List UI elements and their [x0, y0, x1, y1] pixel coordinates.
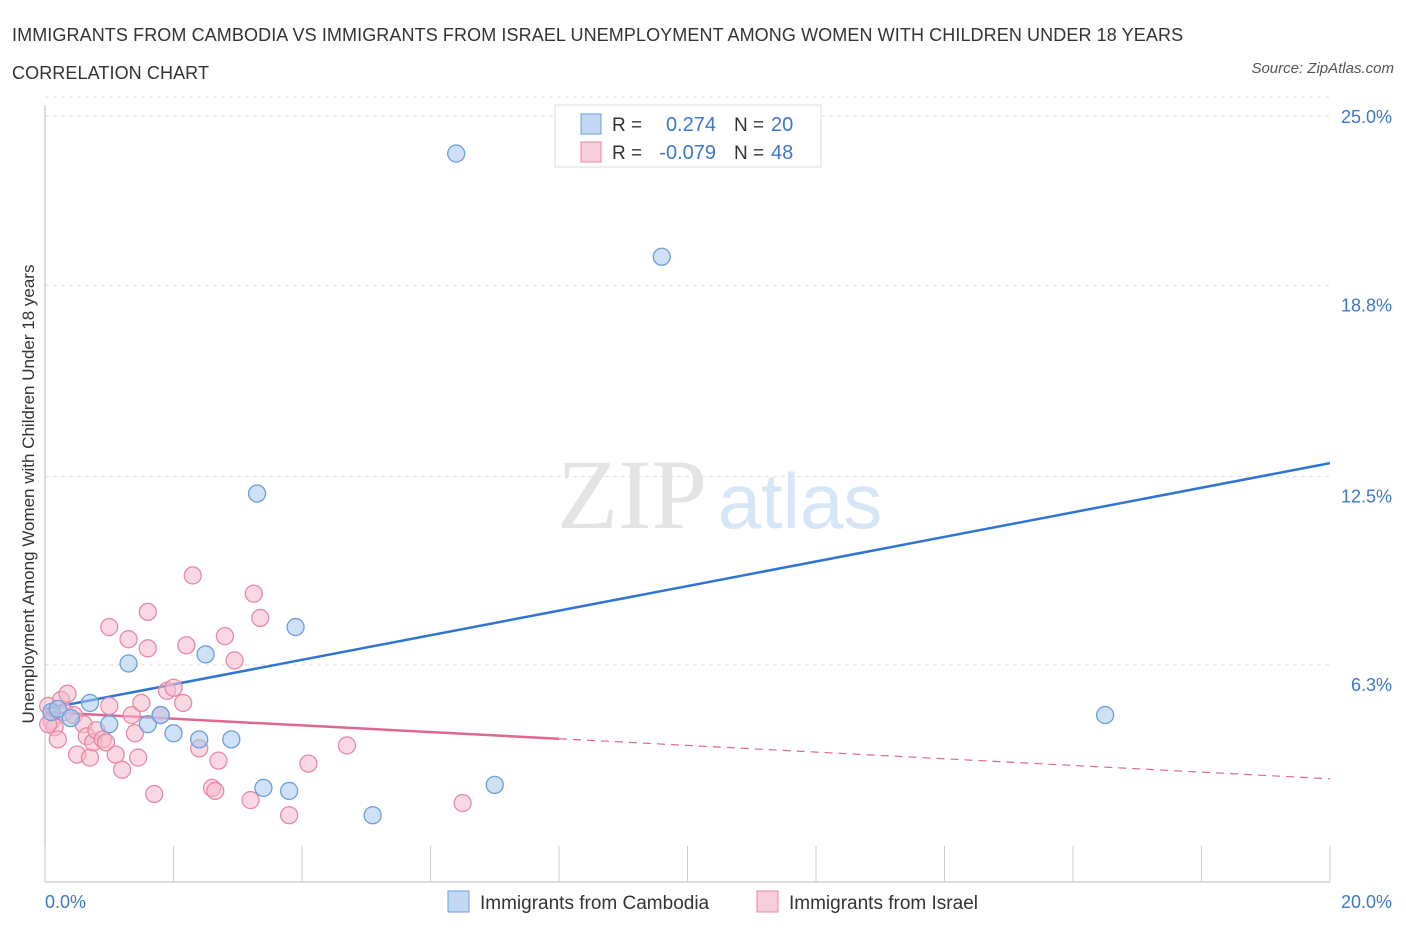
data-point: [247, 484, 267, 503]
data-point: [80, 748, 100, 767]
data-point: [145, 784, 164, 804]
data-point: [215, 627, 235, 646]
bottom-legend: Immigrants from Cambodia Immigrants from …: [447, 890, 978, 914]
stats-n-label: N =: [734, 143, 764, 164]
stats-n-value: 48: [771, 142, 793, 164]
data-point: [251, 608, 270, 628]
tick-labels: 25.0% 18.8% 12.5% 6.3% 0.0% 20.0%: [45, 107, 1392, 912]
data-point: [222, 730, 241, 749]
y-tick-label: 25.0%: [1341, 107, 1392, 127]
data-point: [177, 636, 196, 655]
stats-legend: R = 0.274 N = 20 R = -0.079 N = 48: [554, 104, 822, 168]
stats-n-value: 20: [771, 114, 793, 136]
data-point: [138, 639, 157, 658]
data-point: [122, 705, 141, 725]
legend-label: Immigrants from Israel: [789, 893, 978, 914]
data-point: [100, 617, 119, 637]
data-point: [164, 678, 183, 697]
y-tick-label: 12.5%: [1341, 487, 1392, 507]
data-point: [164, 724, 183, 743]
legend-label: Immigrants from Cambodia: [480, 893, 710, 914]
legend-swatch: [756, 890, 779, 913]
data-point: [453, 793, 472, 813]
data-point: [363, 806, 382, 825]
data-point: [244, 584, 263, 603]
data-point: [337, 736, 357, 755]
data-point: [100, 715, 119, 734]
data-point: [138, 715, 157, 734]
data-point: [279, 781, 299, 801]
data-point: [129, 748, 148, 767]
data-point: [132, 693, 151, 713]
data-point: [119, 630, 138, 649]
trend-line-0: [44, 461, 1331, 711]
stats-n-label: N =: [734, 115, 764, 136]
axes: [44, 105, 1331, 883]
data-point: [241, 790, 260, 810]
legend-swatch: [447, 890, 470, 913]
data-point: [106, 745, 125, 764]
watermark-atlas: atlas: [718, 457, 883, 545]
trend-line-dashed-1: [558, 738, 1331, 780]
data-point: [125, 724, 145, 743]
watermark: ZIP atlas: [557, 439, 882, 550]
data-point: [61, 708, 80, 728]
trend-line-1: [44, 710, 560, 740]
data-point: [48, 730, 67, 749]
data-point: [58, 684, 77, 703]
data-point: [225, 651, 244, 670]
data-point: [173, 693, 193, 713]
data-point: [206, 781, 225, 801]
gridlines: [45, 96, 1330, 666]
stats-swatch: [580, 141, 602, 163]
data-point: [138, 602, 157, 622]
watermark-zip: ZIP: [557, 439, 707, 550]
data-point: [279, 806, 299, 825]
data-point: [209, 751, 228, 770]
data-point: [286, 617, 305, 637]
stats-r-label: R =: [612, 115, 642, 136]
data-point: [183, 566, 202, 585]
chart-title: IMMIGRANTS FROM CAMBODIA VS IMMIGRANTS F…: [12, 25, 1184, 83]
stats-r-value: -0.079: [659, 142, 716, 164]
y-axis-label: Unemployment Among Women with Children U…: [19, 265, 38, 724]
y-tick-label: 6.3%: [1351, 675, 1392, 695]
data-points: [39, 144, 1115, 825]
data-point: [299, 754, 318, 773]
data-point: [100, 696, 119, 716]
data-point: [190, 730, 209, 749]
x-tick-label: 0.0%: [45, 892, 86, 912]
data-point: [96, 733, 116, 752]
source-label: Source: ZipAtlas.com: [1251, 60, 1394, 77]
data-point: [151, 705, 170, 725]
data-point: [112, 760, 132, 779]
data-point: [254, 778, 273, 798]
stats-swatch: [580, 113, 602, 135]
x-tick-label: 20.0%: [1341, 892, 1392, 912]
stats-r-value: 0.274: [666, 114, 716, 136]
data-point: [485, 775, 504, 795]
data-point: [1095, 705, 1115, 725]
stats-r-label: R =: [612, 143, 642, 164]
data-point: [447, 144, 466, 163]
data-point: [119, 654, 138, 673]
data-point: [80, 693, 100, 713]
data-point: [652, 247, 671, 266]
data-point: [196, 645, 215, 664]
y-tick-label: 18.8%: [1341, 295, 1392, 315]
data-point: [48, 699, 67, 719]
